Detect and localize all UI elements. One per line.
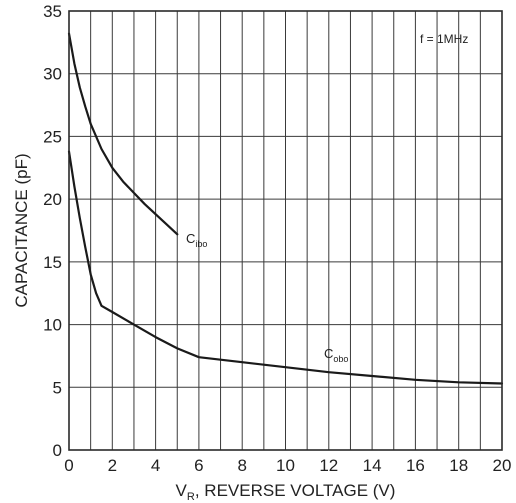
x-tick-label: 10 [276,456,295,475]
y-tick-label: 15 [43,253,62,272]
grid [69,11,502,450]
y-tick-label: 30 [43,65,62,84]
plot-frame [68,10,503,451]
series-label-cibo: Cibo [186,231,207,249]
y-axis-title: CAPACITANCE (pF) [12,153,31,307]
x-tick-label: 4 [151,456,160,475]
series-line-cobo [67,150,504,385]
curves [67,32,504,385]
y-tick-label: 25 [43,127,62,146]
y-tick-label: 10 [43,316,62,335]
y-tick-label: 20 [43,190,62,209]
series-label-cobo: Cobo [324,346,348,364]
y-tick-labels: 0 5 10 15 20 25 30 35 [43,2,62,460]
x-tick-label: 8 [237,456,246,475]
x-tick-label: 6 [194,456,203,475]
x-tick-labels: 0 2 4 6 8 10 12 14 16 18 20 [64,456,511,475]
x-axis-title-sub: R [187,491,195,503]
y-tick-label: 5 [53,378,62,397]
frequency-annotation: f = 1MHz [420,32,468,46]
x-axis-title-main: V [176,481,188,500]
series-line-cibo [67,32,179,236]
x-tick-label: 0 [64,456,73,475]
x-tick-label: 12 [319,456,338,475]
series-label-cobo-sub: obo [333,354,348,364]
y-tick-label: 0 [53,441,62,460]
x-tick-label: 14 [363,456,382,475]
series-label-cobo-main: C [324,346,333,361]
x-axis-title: VR, REVERSE VOLTAGE (V) [176,481,396,503]
x-tick-label: 2 [108,456,117,475]
x-axis-title-rest: , REVERSE VOLTAGE (V) [195,481,396,500]
y-tick-label: 35 [43,2,62,21]
x-tick-label: 16 [406,456,425,475]
x-tick-label: 18 [449,456,468,475]
series-label-cibo-sub: ibo [195,239,207,249]
x-tick-label: 20 [493,456,512,475]
series-label-cibo-main: C [186,231,195,246]
